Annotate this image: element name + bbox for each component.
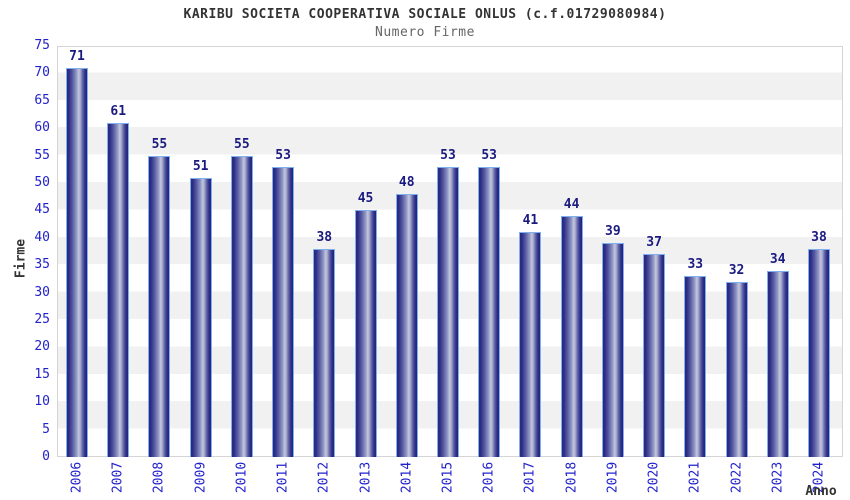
bar-2007 — [107, 122, 130, 457]
x-tick-2019: 2019 — [605, 461, 621, 494]
x-tick-2020: 2020 — [646, 461, 662, 494]
y-tick-40: 40 — [34, 229, 50, 245]
bar-value-2022: 32 — [728, 262, 745, 278]
bar-value-2014: 48 — [398, 174, 415, 190]
bar-2019 — [601, 243, 624, 457]
bar-2014 — [395, 193, 418, 457]
x-tick-2015: 2015 — [440, 461, 456, 494]
bar-2009 — [189, 177, 212, 457]
bar-2013 — [354, 210, 377, 457]
bar-value-2021: 33 — [687, 257, 704, 273]
x-tick-2009: 2009 — [193, 461, 209, 494]
x-tick-2013: 2013 — [358, 461, 374, 494]
bar-value-2015: 53 — [440, 147, 456, 163]
bar-2006 — [66, 67, 88, 457]
y-tick-25: 25 — [34, 312, 50, 327]
x-tick-2023: 2023 — [770, 461, 786, 494]
chart-title: KARIBU SOCIETA COOPERATIVA SOCIALE ONLUS… — [183, 7, 667, 22]
x-tick-2007: 2007 — [110, 461, 126, 494]
x-tick-2006: 2006 — [69, 461, 85, 494]
bar-value-2018: 44 — [563, 196, 580, 212]
bar-2021 — [684, 276, 707, 457]
bar-value-2011: 53 — [275, 147, 291, 163]
bar-value-2013: 45 — [357, 191, 374, 207]
y-tick-60: 60 — [34, 120, 50, 136]
bar-2012 — [313, 248, 336, 457]
bar-2010 — [230, 155, 253, 457]
y-tick-30: 30 — [34, 284, 50, 300]
y-tick-15: 15 — [34, 366, 50, 382]
bar-value-2010: 55 — [234, 136, 250, 152]
y-tick-50: 50 — [34, 175, 50, 190]
chart-subtitle: Numero Firme — [375, 25, 475, 40]
y-tick-10: 10 — [34, 394, 50, 410]
bar-value-2007: 61 — [110, 103, 127, 119]
y-tick-0: 0 — [42, 449, 50, 464]
x-tick-2022: 2022 — [729, 461, 745, 494]
bar-2008 — [148, 155, 171, 457]
bar-value-2017: 41 — [522, 213, 539, 229]
bar-2015 — [436, 166, 459, 457]
x-tick-2011: 2011 — [275, 461, 291, 494]
bar-2018 — [560, 215, 583, 457]
bar-value-2008: 55 — [151, 136, 168, 152]
bar-value-2016: 53 — [481, 147, 498, 163]
bar-2011 — [272, 166, 295, 457]
bar-2022 — [725, 281, 748, 457]
bar-2017 — [519, 232, 542, 457]
bar-value-2009: 51 — [192, 158, 209, 174]
x-axis-title: Anno — [805, 484, 837, 499]
x-tick-2012: 2012 — [316, 461, 332, 494]
bar-value-2006: 71 — [69, 48, 85, 64]
bar-value-2023: 34 — [769, 251, 786, 267]
x-tick-2021: 2021 — [687, 461, 703, 494]
x-tick-2016: 2016 — [481, 461, 497, 494]
bar-2023 — [766, 270, 789, 457]
bar-2016 — [478, 166, 501, 457]
x-tick-2017: 2017 — [522, 461, 538, 494]
bar-2024 — [807, 248, 830, 457]
x-tick-2018: 2018 — [564, 461, 580, 494]
x-tick-2014: 2014 — [399, 461, 415, 494]
bar-value-2019: 39 — [605, 224, 621, 240]
y-tick-75: 75 — [34, 38, 50, 53]
bar-value-2020: 37 — [646, 235, 662, 251]
x-tick-2008: 2008 — [151, 461, 167, 494]
y-tick-65: 65 — [34, 92, 50, 108]
bar-value-2012: 38 — [316, 229, 333, 245]
y-tick-55: 55 — [34, 147, 50, 163]
bar-value-2024: 38 — [811, 229, 827, 245]
y-tick-35: 35 — [34, 257, 50, 273]
x-tick-2010: 2010 — [234, 461, 250, 494]
y-tick-20: 20 — [34, 339, 50, 355]
y-tick-5: 5 — [42, 421, 50, 437]
bar-2020 — [643, 254, 666, 457]
y-tick-70: 70 — [34, 65, 50, 81]
y-tick-45: 45 — [34, 202, 50, 218]
